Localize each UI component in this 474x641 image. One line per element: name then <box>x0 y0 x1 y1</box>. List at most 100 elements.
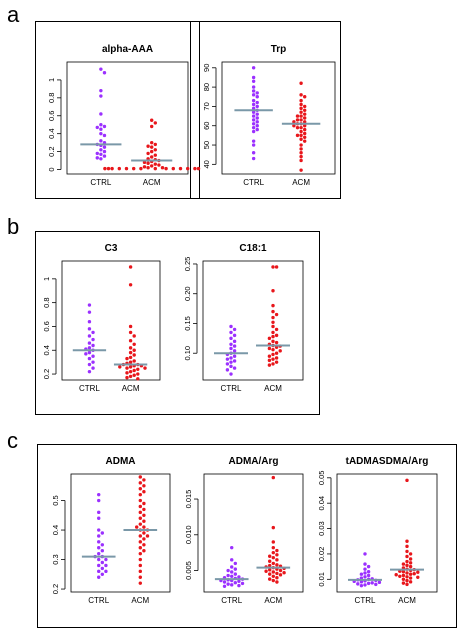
data-point <box>229 356 233 360</box>
plot-frame <box>336 473 438 593</box>
y-tick-label: 0.5 <box>51 495 60 505</box>
data-point <box>150 155 154 159</box>
data-point <box>268 563 272 568</box>
data-point <box>138 551 142 556</box>
y-tick-label: 0.4 <box>42 345 51 355</box>
data-point <box>84 352 88 356</box>
data-point <box>222 580 227 584</box>
data-point <box>100 560 105 565</box>
data-point <box>271 315 275 320</box>
chart-title: tADMASDMA/Arg <box>346 456 429 467</box>
data-point <box>255 112 259 116</box>
data-point <box>99 94 103 98</box>
data-point <box>408 580 413 584</box>
data-point <box>128 369 133 374</box>
data-point <box>271 357 275 361</box>
data-point <box>299 137 303 141</box>
data-point <box>366 573 371 578</box>
data-point <box>124 166 129 171</box>
data-point <box>295 125 300 130</box>
data-point <box>363 575 367 579</box>
data-point <box>128 339 133 343</box>
data-point <box>138 510 142 515</box>
data-point <box>125 375 129 380</box>
data-point <box>225 362 230 366</box>
data-point <box>142 513 146 517</box>
data-point <box>232 339 237 344</box>
data-point <box>274 333 279 338</box>
data-point <box>267 346 272 351</box>
data-point <box>255 120 259 124</box>
y-tick-label: 70 <box>202 102 211 110</box>
data-point <box>128 265 133 269</box>
data-point <box>100 549 105 553</box>
data-point <box>97 557 101 562</box>
y-tick-label: 0.04 <box>317 496 326 511</box>
y-tick-label: 0.6 <box>47 111 56 121</box>
data-point <box>398 574 402 578</box>
y-tick-label: 0.01 <box>317 572 326 587</box>
data-point <box>303 95 307 99</box>
chart-title: Trp <box>271 44 287 55</box>
data-point <box>401 569 406 574</box>
data-point <box>295 118 300 122</box>
data-point <box>359 572 364 576</box>
data-point <box>138 475 142 479</box>
data-point <box>268 568 272 572</box>
data-point <box>97 563 101 568</box>
data-point <box>237 579 241 583</box>
data-point <box>251 85 256 89</box>
data-point <box>255 91 259 95</box>
data-point <box>138 557 142 562</box>
data-point <box>405 575 409 579</box>
data-point <box>87 334 92 338</box>
data-point <box>255 95 259 99</box>
data-point <box>363 552 367 556</box>
data-point <box>363 571 367 575</box>
plot-frame <box>61 260 161 381</box>
data-point <box>232 359 237 363</box>
y-tick-label: 1 <box>47 78 56 82</box>
data-point <box>299 106 303 111</box>
data-point <box>125 356 129 361</box>
data-point <box>299 110 303 114</box>
x-tick-label: ACM <box>122 384 140 393</box>
y-tick-label: 0 <box>47 167 56 171</box>
data-point <box>87 310 92 314</box>
data-point <box>87 356 92 361</box>
data-point <box>146 166 150 170</box>
data-point <box>229 346 233 351</box>
data-point <box>412 572 416 576</box>
data-point <box>102 154 107 158</box>
chart-title: ADMA/Arg <box>229 456 279 467</box>
data-point <box>100 566 105 571</box>
data-point <box>251 118 256 122</box>
data-point <box>299 129 303 134</box>
panel-label-c: c <box>7 428 18 453</box>
data-point <box>97 540 101 544</box>
y-tick-label: 80 <box>202 83 211 91</box>
y-tick-label: 0.20 <box>183 286 192 301</box>
data-point <box>230 583 234 587</box>
data-point <box>363 567 367 571</box>
data-point <box>99 88 103 93</box>
data-point <box>299 147 303 151</box>
data-point <box>150 140 154 145</box>
data-point <box>374 582 378 587</box>
data-point <box>408 572 413 576</box>
data-point <box>153 162 157 166</box>
data-point <box>271 574 275 578</box>
data-point <box>275 548 279 553</box>
chart-title: ADMA <box>106 456 136 467</box>
panel-a-box-2 <box>190 21 341 199</box>
y-tick-label: 60 <box>202 122 211 130</box>
data-point <box>145 534 150 538</box>
data-point <box>132 359 136 363</box>
x-tick-label: CTRL <box>355 596 376 605</box>
data-point <box>229 342 233 346</box>
data-point <box>232 354 237 358</box>
data-point <box>87 369 92 374</box>
data-point <box>87 350 92 355</box>
data-point <box>405 571 409 575</box>
data-point <box>370 581 374 585</box>
